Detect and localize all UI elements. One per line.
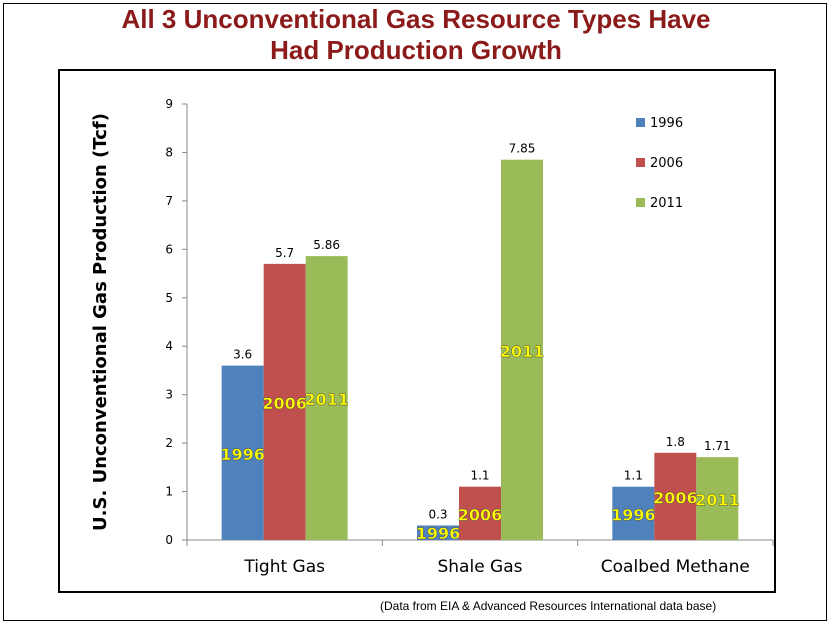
title-line-1: All 3 Unconventional Gas Resource Types … xyxy=(121,4,711,34)
legend-label: 2011 xyxy=(650,196,683,211)
bar-series-label: 1996 xyxy=(220,445,265,464)
x-tick-label: Coalbed Methane xyxy=(601,557,750,577)
bar-chart: 0 1 2 3 4 5 6 7 8 9 U.S. Unconventional Gas Produc… xyxy=(90,97,774,577)
y-axis-title: U.S. Unconventional Gas Production (Tcf) xyxy=(90,113,111,531)
slide-title: All 3 Unconventional Gas Resource Types … xyxy=(0,4,832,66)
x-tick-label: Shale Gas xyxy=(437,557,522,577)
bar-series-label: 1996 xyxy=(611,505,656,524)
data-label: 1.71 xyxy=(704,439,731,453)
bar xyxy=(417,525,459,540)
bar xyxy=(263,263,306,540)
legend-swatch xyxy=(636,158,645,167)
legend-swatch xyxy=(636,118,645,127)
legend-swatch xyxy=(636,198,645,207)
y-tick-label: 6 xyxy=(165,242,173,256)
bar-series-label: 2006 xyxy=(262,394,307,413)
bar-series-label: 2011 xyxy=(500,342,545,361)
chart-frame: 0 1 2 3 4 5 6 7 8 9 U.S. Unconventional Gas Produc… xyxy=(58,69,776,593)
bar-series-label: 1996 xyxy=(416,524,461,543)
bar xyxy=(459,486,501,540)
bar xyxy=(221,365,264,540)
y-tick-label: 2 xyxy=(165,436,173,450)
bar-series-label: 2006 xyxy=(458,505,503,524)
bar-series-label: 2011 xyxy=(304,390,349,409)
x-tick-label: Tight Gas xyxy=(243,557,325,577)
bar xyxy=(696,457,739,540)
y-tick-label: 7 xyxy=(165,194,173,208)
data-label: 7.85 xyxy=(509,142,536,156)
bar-series-label: 2011 xyxy=(695,491,740,510)
legend-label: 1996 xyxy=(650,116,683,131)
data-label: 3.6 xyxy=(233,348,252,362)
data-label: 1.1 xyxy=(470,469,489,483)
data-label: 1.1 xyxy=(624,469,643,483)
y-tick-label: 4 xyxy=(165,339,173,353)
title-line-2: Had Production Growth xyxy=(270,35,562,65)
y-tick-label: 1 xyxy=(165,485,173,499)
source-note: (Data from EIA & Advanced Resources Inte… xyxy=(380,599,717,613)
bar xyxy=(654,452,697,540)
bar-series-label: 2006 xyxy=(653,488,698,507)
y-tick-label: 3 xyxy=(165,388,173,402)
data-label: 5.86 xyxy=(313,238,340,252)
y-tick-label: 8 xyxy=(165,145,173,159)
y-tick-label: 9 xyxy=(165,97,173,111)
y-tick-label: 5 xyxy=(165,291,173,305)
data-label: 0.3 xyxy=(428,507,447,521)
data-label: 1.8 xyxy=(666,435,685,449)
y-tick-label: 0 xyxy=(165,533,173,547)
slide-border xyxy=(3,3,827,621)
bar xyxy=(612,486,655,540)
data-label: 5.7 xyxy=(275,246,294,260)
bar xyxy=(501,159,543,540)
bar xyxy=(305,256,348,540)
legend-label: 2006 xyxy=(650,156,683,171)
